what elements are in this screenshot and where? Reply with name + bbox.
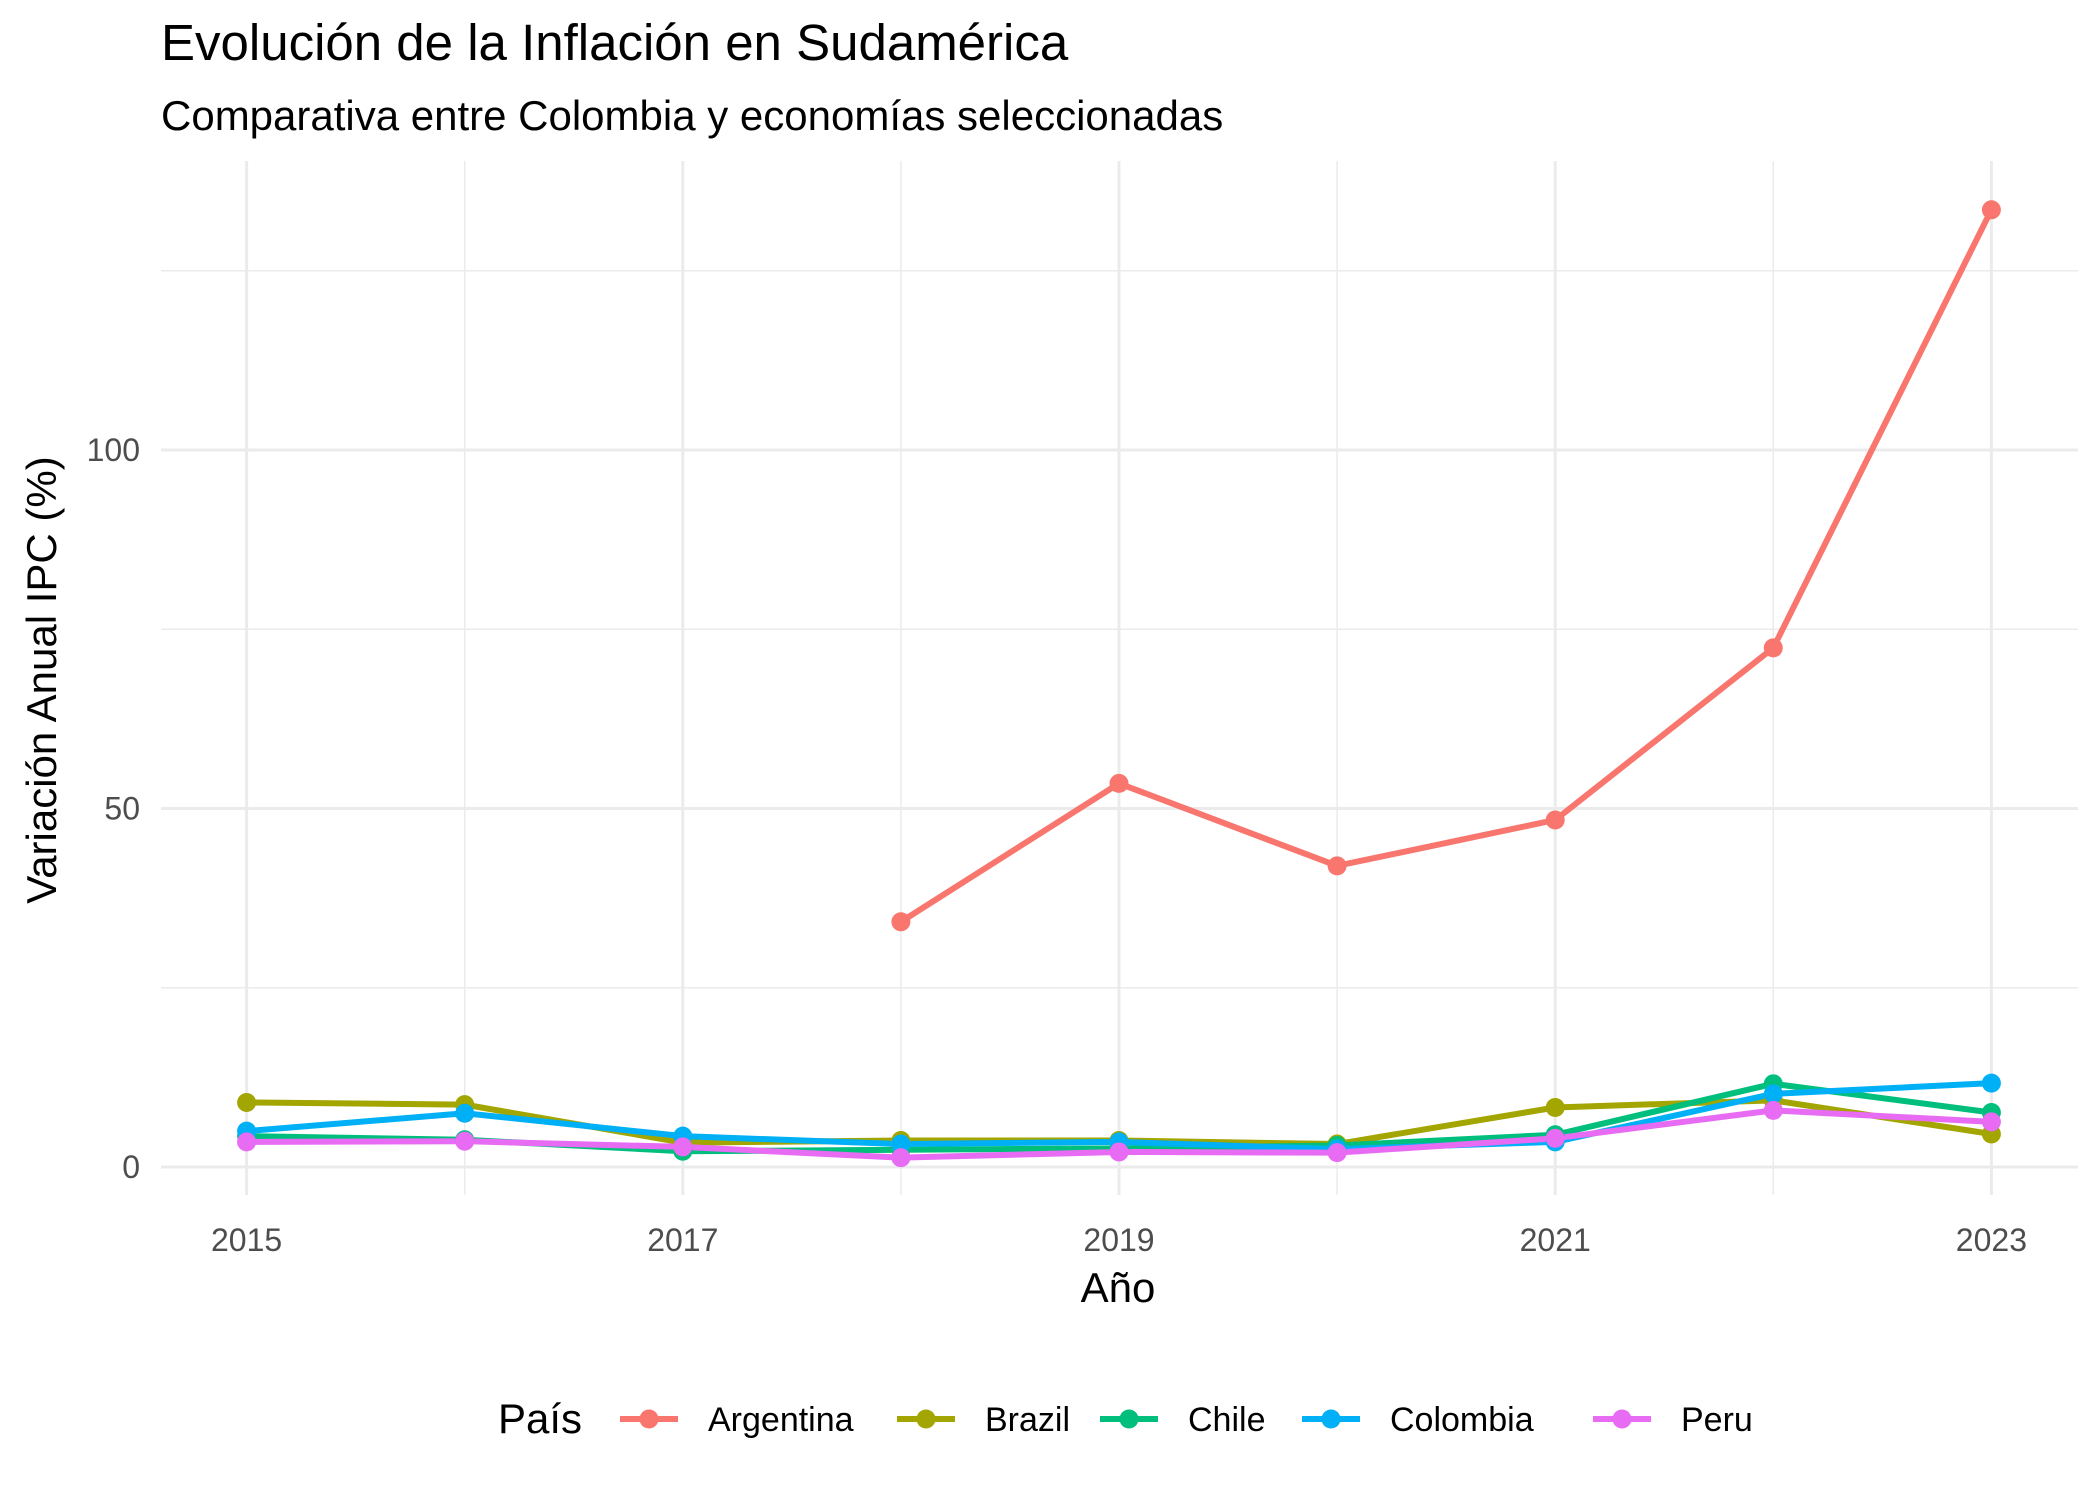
grid xyxy=(161,161,2078,1195)
data-point-colombia xyxy=(455,1103,475,1123)
legend-label: Brazil xyxy=(985,1401,1070,1439)
data-point-peru xyxy=(237,1132,257,1152)
chart-subtitle: Comparativa entre Colombia y economías s… xyxy=(161,92,1223,139)
data-point-peru xyxy=(455,1131,475,1151)
data-point-argentina xyxy=(1981,200,2001,220)
y-tick-label: 0 xyxy=(122,1149,140,1185)
data-point-peru xyxy=(673,1137,693,1157)
data-point-argentina xyxy=(891,912,911,932)
data-point-peru xyxy=(1981,1112,2001,1132)
series-line-argentina xyxy=(899,208,1995,925)
legend-item-chile: Chile xyxy=(1100,1401,1265,1439)
x-tick-label: 2021 xyxy=(1520,1222,1591,1258)
legend-item-brazil: Brazil xyxy=(897,1401,1070,1439)
data-point-peru xyxy=(1763,1100,1783,1120)
data-point-colombia xyxy=(1763,1084,1783,1104)
legend-key-point xyxy=(1119,1409,1139,1429)
chart-title: Evolución de la Inflación en Sudamérica xyxy=(161,14,1069,71)
data-point-brazil xyxy=(237,1092,257,1112)
legend-item-argentina: Argentina xyxy=(620,1401,854,1439)
legend-label: Peru xyxy=(1681,1401,1753,1439)
x-axis-title: Año xyxy=(1081,1264,1156,1311)
data-point-peru xyxy=(891,1148,911,1168)
legend-item-colombia: Colombia xyxy=(1302,1401,1534,1439)
legend-key-point xyxy=(639,1409,659,1429)
data-point-argentina xyxy=(1545,810,1565,830)
x-tick-label: 2019 xyxy=(1083,1222,1154,1258)
legend-label: Chile xyxy=(1188,1401,1265,1439)
y-tick-labels: 0 50 100 xyxy=(87,432,140,1185)
legend-key-point xyxy=(1321,1409,1341,1429)
legend-item-peru: Peru xyxy=(1593,1401,1753,1439)
data-point-peru xyxy=(1109,1142,1129,1162)
x-tick-label: 2017 xyxy=(647,1222,718,1258)
y-tick-label: 100 xyxy=(87,432,140,468)
data-point-peru xyxy=(1545,1128,1565,1148)
data-point-peru xyxy=(1327,1143,1347,1163)
data-point-argentina xyxy=(1109,773,1129,793)
legend-key-point xyxy=(1612,1409,1632,1429)
data-point-argentina xyxy=(1327,856,1347,876)
legend-title: País xyxy=(498,1395,582,1442)
y-axis-title: Variación Anual IPC (%) xyxy=(18,456,65,903)
legend-label: Argentina xyxy=(708,1401,854,1439)
data-point-argentina xyxy=(1763,638,1783,658)
legend-label: Colombia xyxy=(1390,1401,1534,1439)
data-point-brazil xyxy=(1545,1097,1565,1117)
legend: País Argentina Brazil Chile Colombia Peru xyxy=(498,1395,1753,1442)
x-tick-label: 2023 xyxy=(1956,1222,2027,1258)
series-points xyxy=(237,200,2001,1168)
data-point-colombia xyxy=(1981,1073,2001,1093)
legend-key-point xyxy=(916,1409,936,1429)
data-point-colombia xyxy=(891,1134,911,1154)
y-tick-label: 50 xyxy=(104,791,140,827)
x-tick-label: 2015 xyxy=(211,1222,282,1258)
x-tick-labels: 2015 2017 2019 2021 2023 xyxy=(211,1222,2027,1258)
